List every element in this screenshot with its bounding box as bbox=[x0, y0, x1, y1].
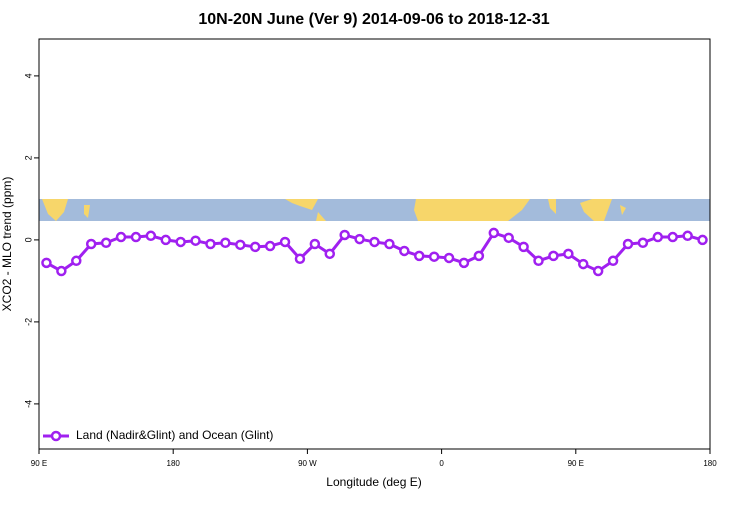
data-point bbox=[294, 253, 306, 265]
x-tick-label: 90 E bbox=[568, 459, 584, 468]
data-point bbox=[220, 237, 231, 249]
data-point bbox=[175, 236, 186, 248]
data-point bbox=[533, 255, 544, 267]
data-point bbox=[503, 232, 514, 244]
data-point bbox=[235, 239, 246, 251]
data-point bbox=[607, 255, 619, 267]
data-point bbox=[115, 231, 127, 243]
data-point bbox=[622, 238, 634, 250]
data-point bbox=[548, 250, 559, 262]
y-axis-label: XCO2 - MLO trend (ppm) bbox=[0, 177, 14, 312]
data-point bbox=[145, 230, 157, 242]
data-point bbox=[339, 229, 350, 241]
data-point bbox=[309, 238, 321, 250]
data-point bbox=[100, 237, 112, 249]
data-point bbox=[354, 233, 365, 245]
data-point bbox=[399, 245, 410, 257]
y-tick-label: 2 bbox=[23, 155, 33, 160]
data-point bbox=[563, 248, 574, 260]
y-tick-label: 4 bbox=[23, 73, 33, 78]
data-point bbox=[85, 238, 97, 250]
x-axis-label: Longitude (deg E) bbox=[326, 475, 421, 489]
data-point bbox=[130, 231, 142, 243]
data-point bbox=[637, 237, 649, 249]
data-point bbox=[249, 241, 261, 253]
data-point bbox=[41, 257, 52, 269]
data-point bbox=[369, 236, 380, 248]
data-point bbox=[682, 230, 693, 242]
x-tick-label: 180 bbox=[703, 459, 717, 468]
x-tick-label: 90 W bbox=[298, 459, 317, 468]
data-point bbox=[458, 257, 470, 269]
data-point bbox=[443, 252, 455, 264]
data-point bbox=[279, 236, 291, 248]
data-point bbox=[592, 265, 604, 277]
data-point bbox=[578, 258, 589, 270]
y-tick-label: -2 bbox=[23, 318, 33, 326]
y-tick-label: -4 bbox=[23, 400, 33, 408]
data-point bbox=[205, 238, 216, 250]
map-strip bbox=[39, 199, 710, 221]
data-point bbox=[384, 238, 395, 250]
x-tick-label: 0 bbox=[439, 459, 444, 468]
data-point bbox=[428, 251, 440, 262]
data-point bbox=[190, 235, 201, 246]
data-point bbox=[413, 250, 425, 262]
legend-marker bbox=[50, 430, 62, 442]
data-point bbox=[324, 248, 336, 260]
data-point bbox=[264, 240, 276, 252]
data-point bbox=[518, 241, 529, 253]
plot-frame bbox=[38, 38, 711, 450]
data-point bbox=[697, 234, 708, 246]
data-point bbox=[160, 234, 171, 246]
legend-label: Land (Nadir&Glint) and Ocean (Glint) bbox=[76, 428, 273, 442]
data-point bbox=[473, 250, 485, 262]
data-point bbox=[667, 231, 678, 243]
y-tick-label: 0 bbox=[23, 237, 33, 242]
data-point bbox=[71, 255, 82, 267]
x-tick-label: 180 bbox=[167, 459, 181, 468]
data-point bbox=[488, 227, 500, 239]
chart-title: 10N-20N June (Ver 9) 2014-09-06 to 2018-… bbox=[198, 11, 549, 28]
data-point bbox=[56, 265, 67, 277]
data-point bbox=[652, 231, 664, 243]
x-tick-label: 90 E bbox=[31, 459, 47, 468]
